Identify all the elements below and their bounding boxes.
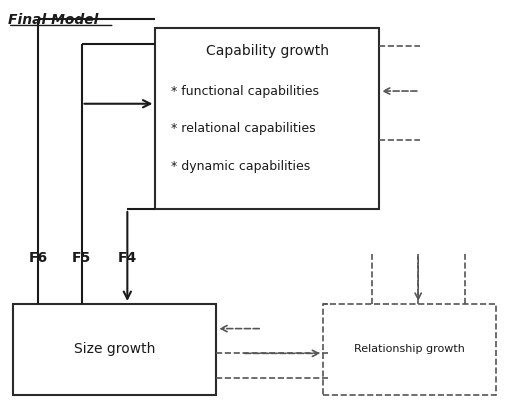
Text: * functional capabilities: * functional capabilities bbox=[171, 85, 319, 98]
Text: * relational capabilities: * relational capabilities bbox=[171, 122, 315, 135]
Text: F6: F6 bbox=[29, 252, 48, 265]
Text: Final Model: Final Model bbox=[8, 13, 98, 27]
Text: * dynamic capabilities: * dynamic capabilities bbox=[171, 160, 310, 173]
Bar bbox=[13, 304, 216, 395]
Text: F5: F5 bbox=[72, 252, 91, 265]
Text: Size growth: Size growth bbox=[74, 342, 155, 356]
Bar bbox=[155, 28, 379, 209]
Text: Relationship growth: Relationship growth bbox=[354, 344, 465, 354]
Bar bbox=[323, 304, 496, 395]
Text: F4: F4 bbox=[118, 252, 137, 265]
Text: Capability growth: Capability growth bbox=[206, 44, 328, 58]
